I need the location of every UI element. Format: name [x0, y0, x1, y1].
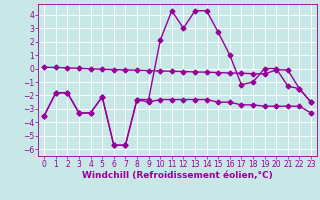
X-axis label: Windchill (Refroidissement éolien,°C): Windchill (Refroidissement éolien,°C): [82, 171, 273, 180]
